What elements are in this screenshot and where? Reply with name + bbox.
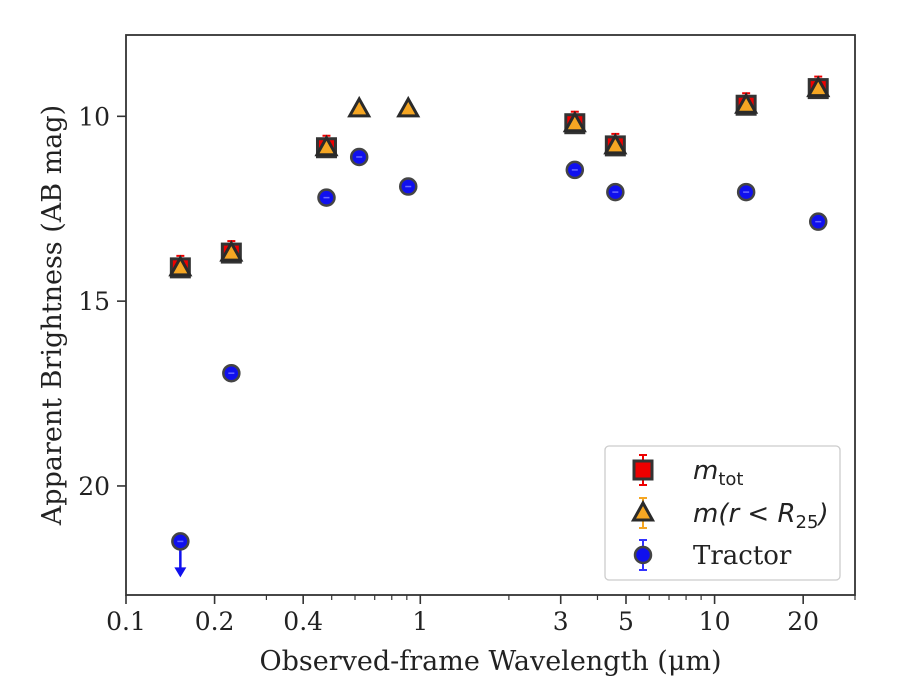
legend-label-subscript: tot <box>718 469 743 490</box>
legend: mtot m(r < R25) Tractor <box>604 445 841 581</box>
legend-marker <box>630 499 656 522</box>
series-square <box>169 75 829 279</box>
data-point <box>314 134 339 157</box>
data-point <box>734 92 759 114</box>
legend-marker <box>633 545 653 565</box>
x-tick-label: 0.4 <box>283 607 323 636</box>
legend-label-tail: ) <box>816 499 828 529</box>
data-point <box>603 132 628 155</box>
x-tick-label: 5 <box>618 607 634 636</box>
data-point <box>168 254 193 277</box>
legend-label-main: Tractor <box>693 541 792 571</box>
data-point <box>562 110 587 133</box>
legend-box <box>604 445 841 581</box>
data-point <box>806 75 831 98</box>
upper-limit-arrow-head <box>174 567 187 578</box>
x-axis-ticks: 0.1 0.2 0.4 1 3 5 10 20 <box>106 595 856 636</box>
legend-label-subscript: 25 <box>796 512 819 533</box>
x-tick-label: 0.1 <box>106 607 146 636</box>
y-tick-label: 20 <box>78 472 110 501</box>
x-tick-label: 1 <box>412 607 428 636</box>
legend-label: mtot <box>693 456 743 490</box>
plot-markers <box>168 75 831 578</box>
y-tick-label: 15 <box>78 287 110 316</box>
x-tick-label: 10 <box>699 607 731 636</box>
axes-frame <box>125 34 856 596</box>
data-point <box>219 240 244 262</box>
series-triangle <box>168 75 831 277</box>
y-tick-label: 10 <box>78 102 110 131</box>
x-axis-label: Observed-frame Wavelength (μm) <box>259 646 721 677</box>
legend-marker <box>632 459 654 481</box>
data-point <box>347 95 372 118</box>
legend-label-main: m(r < R <box>693 499 796 529</box>
x-tick-label: 20 <box>787 607 819 636</box>
legend-label: m(r < R25) <box>693 499 829 533</box>
x-tick-label: 0.2 <box>195 607 235 636</box>
x-tick-label: 3 <box>553 607 569 636</box>
series-circle <box>171 147 828 578</box>
y-axis-ticks: 10 15 20 <box>78 102 126 501</box>
y-axis-label: Apparent Brightness (AB mag) <box>37 105 68 526</box>
legend-label-main: m <box>693 456 718 486</box>
data-point <box>396 95 421 118</box>
legend-label: Tractor <box>693 541 792 571</box>
